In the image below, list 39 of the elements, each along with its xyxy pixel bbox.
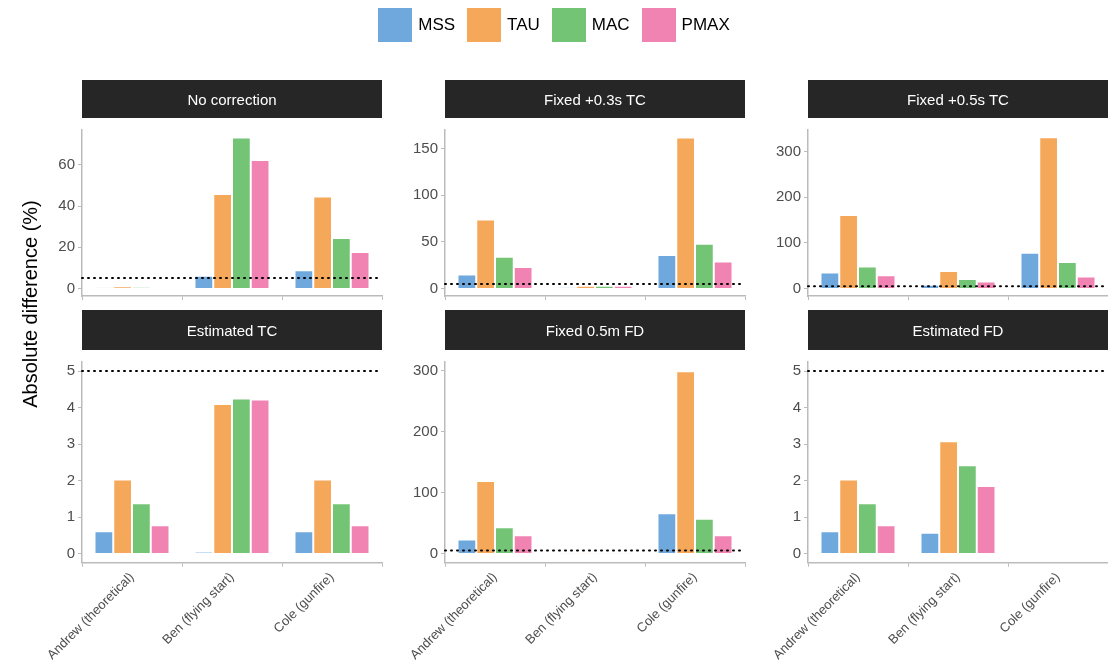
legend-label: TAU <box>507 15 540 35</box>
y-tick-label: 0 <box>66 543 75 561</box>
chart-title: Fixed 0.5m FD <box>445 310 745 350</box>
y-tick-label: 100 <box>412 482 438 500</box>
y-tick-label: 150 <box>412 138 438 156</box>
y-tick-label: 2 <box>792 470 801 488</box>
y-tick-label: 100 <box>412 185 438 203</box>
y-tick-label: 3 <box>792 434 801 452</box>
y-tick-label: 60 <box>58 155 75 173</box>
y-tick-label: 100 <box>775 232 801 250</box>
y-tick-label: 300 <box>775 141 801 159</box>
chart-title: No correction <box>82 80 382 118</box>
y-tick-label: 0 <box>429 278 438 296</box>
y-tick-label: 200 <box>412 421 438 439</box>
y-tick-label: 5 <box>792 361 801 379</box>
y-tick-label: 50 <box>421 232 438 250</box>
y-tick-label: 0 <box>792 543 801 561</box>
y-tick-label: 200 <box>775 187 801 205</box>
y-tick-label: 5 <box>66 361 75 379</box>
y-tick-label: 300 <box>412 360 438 378</box>
y-tick-label: 0 <box>792 278 801 296</box>
chart-title: Estimated FD <box>808 310 1108 350</box>
legend-label: MAC <box>591 15 630 35</box>
y-tick-label: 4 <box>66 397 75 415</box>
y-tick-label: 0 <box>66 278 75 296</box>
y-tick-label: 1 <box>792 507 801 525</box>
y-tick-label: 3 <box>66 434 75 452</box>
y-tick-label: 2 <box>66 470 75 488</box>
y-tick-label: 1 <box>66 507 75 525</box>
y-tick-label: 20 <box>58 237 75 255</box>
y-axis-title: Absolute difference (%) <box>18 200 42 408</box>
chart-title: Estimated TC <box>82 310 382 350</box>
y-tick-label: 4 <box>792 397 801 415</box>
y-tick-label: 40 <box>58 196 75 214</box>
legend-label: MSS <box>418 15 456 35</box>
y-tick-label: 0 <box>429 543 438 561</box>
chart-title: Fixed +0.3s TC <box>445 80 745 118</box>
legend-label: PMAX <box>681 15 730 35</box>
chart-title: Fixed +0.5s TC <box>808 80 1108 118</box>
